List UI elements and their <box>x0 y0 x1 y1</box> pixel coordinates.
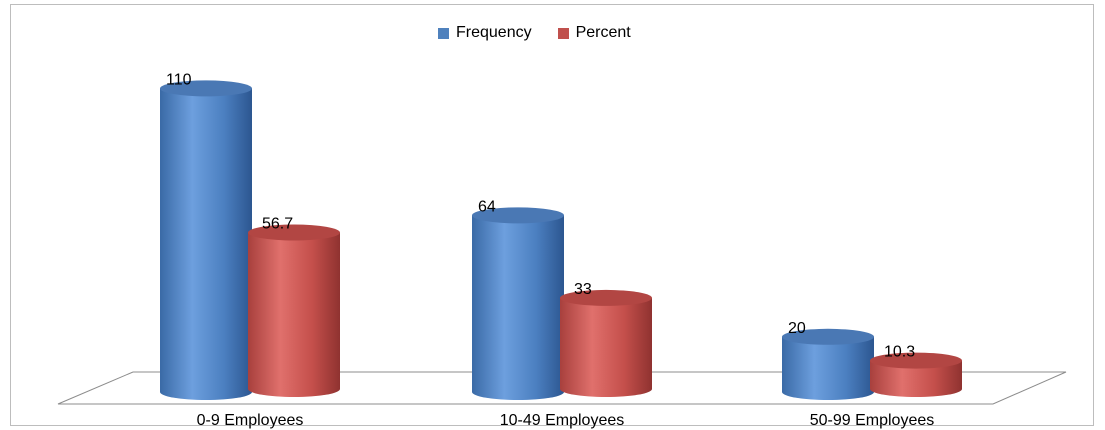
bar-top <box>782 328 874 345</box>
legend-item-frequency: Frequency <box>438 24 532 42</box>
bar-percent-50-99-employees <box>870 352 962 397</box>
legend-label-frequency: Frequency <box>456 24 532 41</box>
bar-top <box>870 352 962 369</box>
bar-frequency-10-49-employees <box>472 207 564 400</box>
data-label-percent-50-99-employees: 10.3 <box>884 344 915 361</box>
labels-layer: 110 56.7 0-9 Employees 64 33 10-49 Employees 2… <box>166 71 934 429</box>
category-label-50-99-employees: 50-99 Employees <box>810 412 935 429</box>
category-label-0-9-employees: 0-9 Employees <box>197 412 304 429</box>
bar-top <box>560 289 652 306</box>
bar-body <box>870 360 962 397</box>
legend: Frequency Percent <box>438 24 631 42</box>
category-label-10-49-employees: 10-49 Employees <box>500 412 625 429</box>
bar-top <box>472 207 564 224</box>
data-label-frequency-0-9-employees: 110 <box>166 71 192 88</box>
data-label-percent-0-9-employees: 56.7 <box>262 216 293 233</box>
legend-item-percent: Percent <box>557 24 631 42</box>
bar-frequency-0-9-employees <box>160 80 252 401</box>
legend-label-percent: Percent <box>575 24 631 41</box>
bar-top <box>248 224 340 241</box>
bar-body <box>472 215 564 400</box>
data-label-percent-10-49-employees: 33 <box>574 281 592 298</box>
bar-body <box>560 297 652 397</box>
bar-body <box>248 232 340 397</box>
chart-frame <box>10 4 1094 426</box>
legend-swatch-frequency <box>438 27 449 39</box>
data-label-frequency-50-99-employees: 20 <box>788 320 806 337</box>
legend-swatch-percent <box>557 27 569 39</box>
bars-layer <box>160 80 962 401</box>
bar-frequency-50-99-employees <box>782 328 874 400</box>
data-label-frequency-10-49-employees: 64 <box>478 198 496 215</box>
bar-body <box>160 88 252 401</box>
bar-top <box>160 80 252 97</box>
bar-percent-0-9-employees <box>248 224 340 397</box>
bar-body <box>782 336 874 400</box>
bar-percent-10-49-employees <box>560 289 652 397</box>
